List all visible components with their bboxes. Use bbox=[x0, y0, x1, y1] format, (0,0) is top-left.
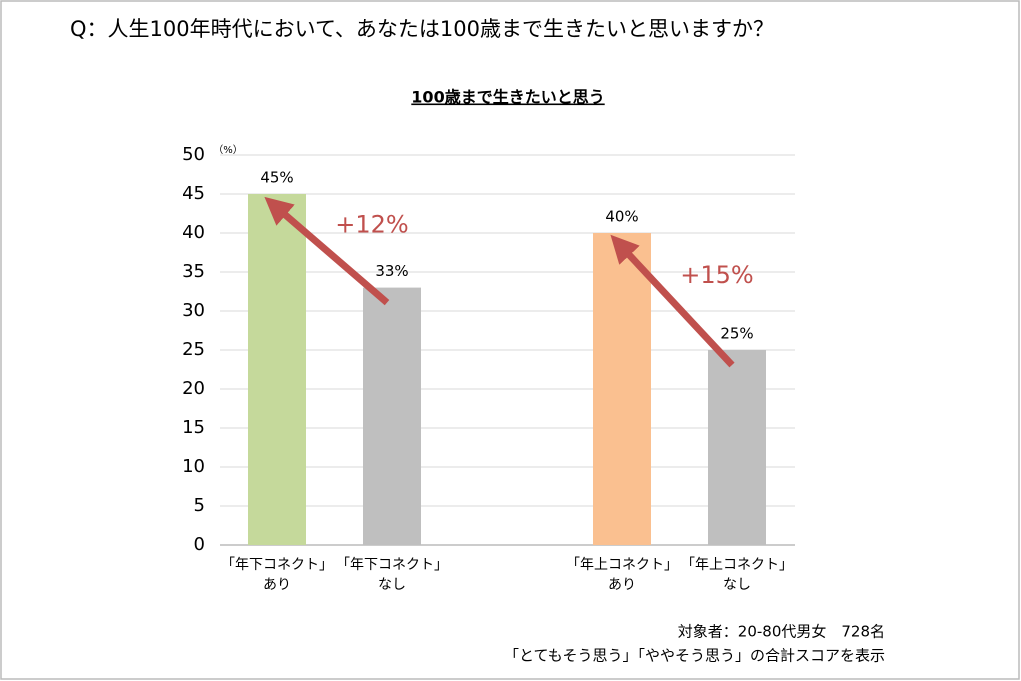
annotation-label: +15% bbox=[680, 261, 753, 289]
x-tick-label: あり bbox=[263, 577, 291, 593]
y-tick-label: 40 bbox=[182, 222, 205, 243]
bar bbox=[363, 287, 421, 545]
x-tick-label: 「年上コネクト」 bbox=[681, 557, 793, 573]
value-label: 33% bbox=[375, 262, 408, 280]
bar bbox=[593, 233, 651, 545]
x-tick-label: なし bbox=[723, 577, 751, 593]
value-label: 25% bbox=[720, 325, 753, 343]
value-label: 40% bbox=[605, 208, 638, 226]
x-tick-label: 「年下コネクト」 bbox=[336, 557, 448, 573]
bar bbox=[708, 350, 766, 545]
y-tick-label: 20 bbox=[182, 378, 205, 399]
y-tick-label: 50 bbox=[182, 144, 205, 165]
note: 「とてもそう思う」「ややそう思う」の合計スコアを表示 bbox=[504, 647, 885, 665]
chart-title: Q：人生100年時代において、あなたは100歳まで生きたいと思いますか？ bbox=[70, 17, 774, 41]
y-tick-label: 10 bbox=[182, 456, 205, 477]
annotation-label: +12% bbox=[335, 210, 408, 238]
y-tick-label: 25 bbox=[182, 339, 205, 360]
note: 対象者：20-80代男女 728名 bbox=[678, 623, 885, 641]
y-tick-label: 35 bbox=[182, 261, 205, 282]
y-tick-label: 5 bbox=[194, 495, 205, 516]
y-tick-label: 15 bbox=[182, 417, 205, 438]
x-tick-label: なし bbox=[378, 577, 406, 593]
annotation-arrow bbox=[264, 196, 390, 306]
y-tick-label: 30 bbox=[182, 300, 205, 321]
y-tick-label: 0 bbox=[194, 534, 205, 555]
x-tick-label: 「年下コネクト」 bbox=[221, 557, 333, 573]
x-tick-label: 「年上コネクト」 bbox=[566, 557, 678, 573]
bar bbox=[248, 194, 306, 545]
y-tick-label: 45 bbox=[182, 183, 205, 204]
annotation-arrow bbox=[610, 234, 735, 368]
y-unit: （%） bbox=[213, 144, 243, 156]
chart-subtitle: 100歳まで生きたいと思う bbox=[411, 88, 604, 107]
value-label: 45% bbox=[260, 169, 293, 187]
x-tick-label: あり bbox=[608, 577, 636, 593]
